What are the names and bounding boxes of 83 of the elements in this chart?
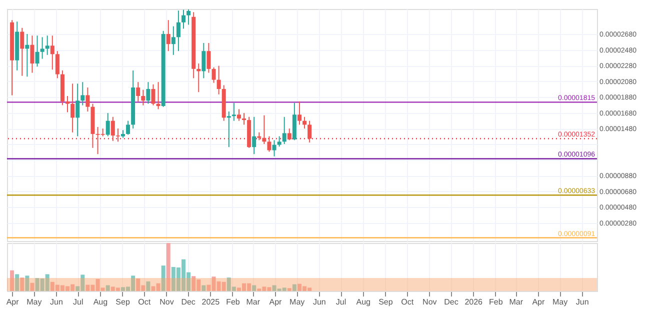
candlestick bbox=[86, 86, 90, 112]
x-tick-label: Mar bbox=[509, 298, 524, 306]
x-tick-label: 2026 bbox=[464, 298, 484, 306]
bar bbox=[30, 282, 34, 291]
x-tick-label: May bbox=[290, 298, 305, 306]
candlestick bbox=[126, 120, 130, 136]
candlestick bbox=[252, 116, 256, 155]
candlestick bbox=[70, 83, 75, 133]
x-tick-label: Feb bbox=[226, 298, 240, 306]
candlestick bbox=[141, 89, 146, 106]
bar bbox=[146, 281, 150, 291]
candlestick bbox=[282, 116, 286, 145]
x-tick-label: Sep bbox=[116, 298, 130, 306]
candlestick bbox=[176, 10, 180, 52]
candlestick bbox=[110, 116, 115, 142]
candlestick bbox=[287, 128, 292, 141]
candlestick bbox=[186, 8, 191, 26]
candlestick bbox=[106, 112, 110, 137]
x-tick-label: May bbox=[26, 298, 42, 306]
x-tick-label: Apr bbox=[532, 298, 545, 306]
candlestick bbox=[80, 82, 85, 106]
candlestick bbox=[242, 112, 246, 126]
candlestick bbox=[136, 82, 140, 102]
candlestick bbox=[25, 34, 30, 78]
x-tick-label: May bbox=[552, 298, 568, 306]
x-tick-label: Oct bbox=[138, 298, 152, 306]
x-tick-label: Sep bbox=[378, 298, 394, 306]
candlestick bbox=[35, 35, 40, 68]
candlestick bbox=[236, 108, 241, 122]
candlestick bbox=[297, 100, 302, 126]
candlestick bbox=[76, 83, 80, 137]
candlestick bbox=[181, 9, 186, 30]
candlestick bbox=[216, 65, 221, 95]
candlestick bbox=[20, 27, 24, 76]
candlestick bbox=[116, 128, 120, 142]
bar bbox=[25, 276, 30, 291]
bar bbox=[10, 270, 14, 291]
candlestick bbox=[262, 114, 266, 145]
bar bbox=[292, 284, 296, 291]
x-tick-label: Jun bbox=[312, 298, 326, 306]
bar bbox=[106, 285, 110, 291]
candlestick bbox=[206, 42, 211, 74]
candlestick bbox=[226, 110, 231, 148]
candlestick bbox=[277, 136, 282, 148]
candlestick bbox=[146, 82, 150, 104]
x-tick-label: Apr bbox=[6, 298, 20, 306]
candlestick bbox=[202, 42, 206, 79]
candlestick bbox=[50, 35, 54, 70]
x-tick-label: Oct bbox=[401, 298, 414, 306]
candlestick bbox=[302, 116, 307, 130]
candlestick bbox=[267, 136, 272, 152]
candlestick bbox=[40, 36, 44, 60]
bar bbox=[252, 285, 256, 291]
x-tick-label: Nov bbox=[422, 298, 437, 306]
x-tick-label: Dec bbox=[444, 298, 458, 306]
x-tick-label: 2025 bbox=[202, 298, 220, 306]
x-tick-label: Mar bbox=[246, 298, 260, 306]
x-tick-label: Apr bbox=[269, 298, 282, 306]
candlestick bbox=[166, 20, 170, 52]
bar bbox=[202, 285, 206, 291]
bar bbox=[15, 274, 20, 291]
x-tick-label: Jun bbox=[50, 298, 63, 306]
candlestick bbox=[272, 140, 276, 157]
candlestick bbox=[308, 120, 312, 143]
candlestick bbox=[232, 102, 236, 122]
candlestick bbox=[151, 84, 156, 106]
candlestick bbox=[30, 35, 34, 74]
x-tick-label: Nov bbox=[160, 298, 174, 306]
candlestick bbox=[45, 35, 50, 56]
bar bbox=[161, 266, 166, 291]
x-tick-label: Dec bbox=[181, 298, 196, 306]
bar bbox=[287, 288, 292, 291]
candlestick bbox=[55, 50, 60, 79]
x-tick-label: Jun bbox=[576, 298, 589, 306]
candlestick bbox=[171, 26, 176, 56]
x-tick-label: Jul bbox=[72, 298, 84, 306]
candlestick bbox=[66, 95, 70, 113]
x-tick-label: Aug bbox=[93, 298, 108, 306]
x-tick-label: Aug bbox=[356, 298, 370, 306]
bar bbox=[20, 278, 24, 291]
candlestick bbox=[212, 66, 216, 84]
x-tick-label: Feb bbox=[489, 298, 504, 306]
x-tick-label: Jul bbox=[336, 298, 346, 306]
